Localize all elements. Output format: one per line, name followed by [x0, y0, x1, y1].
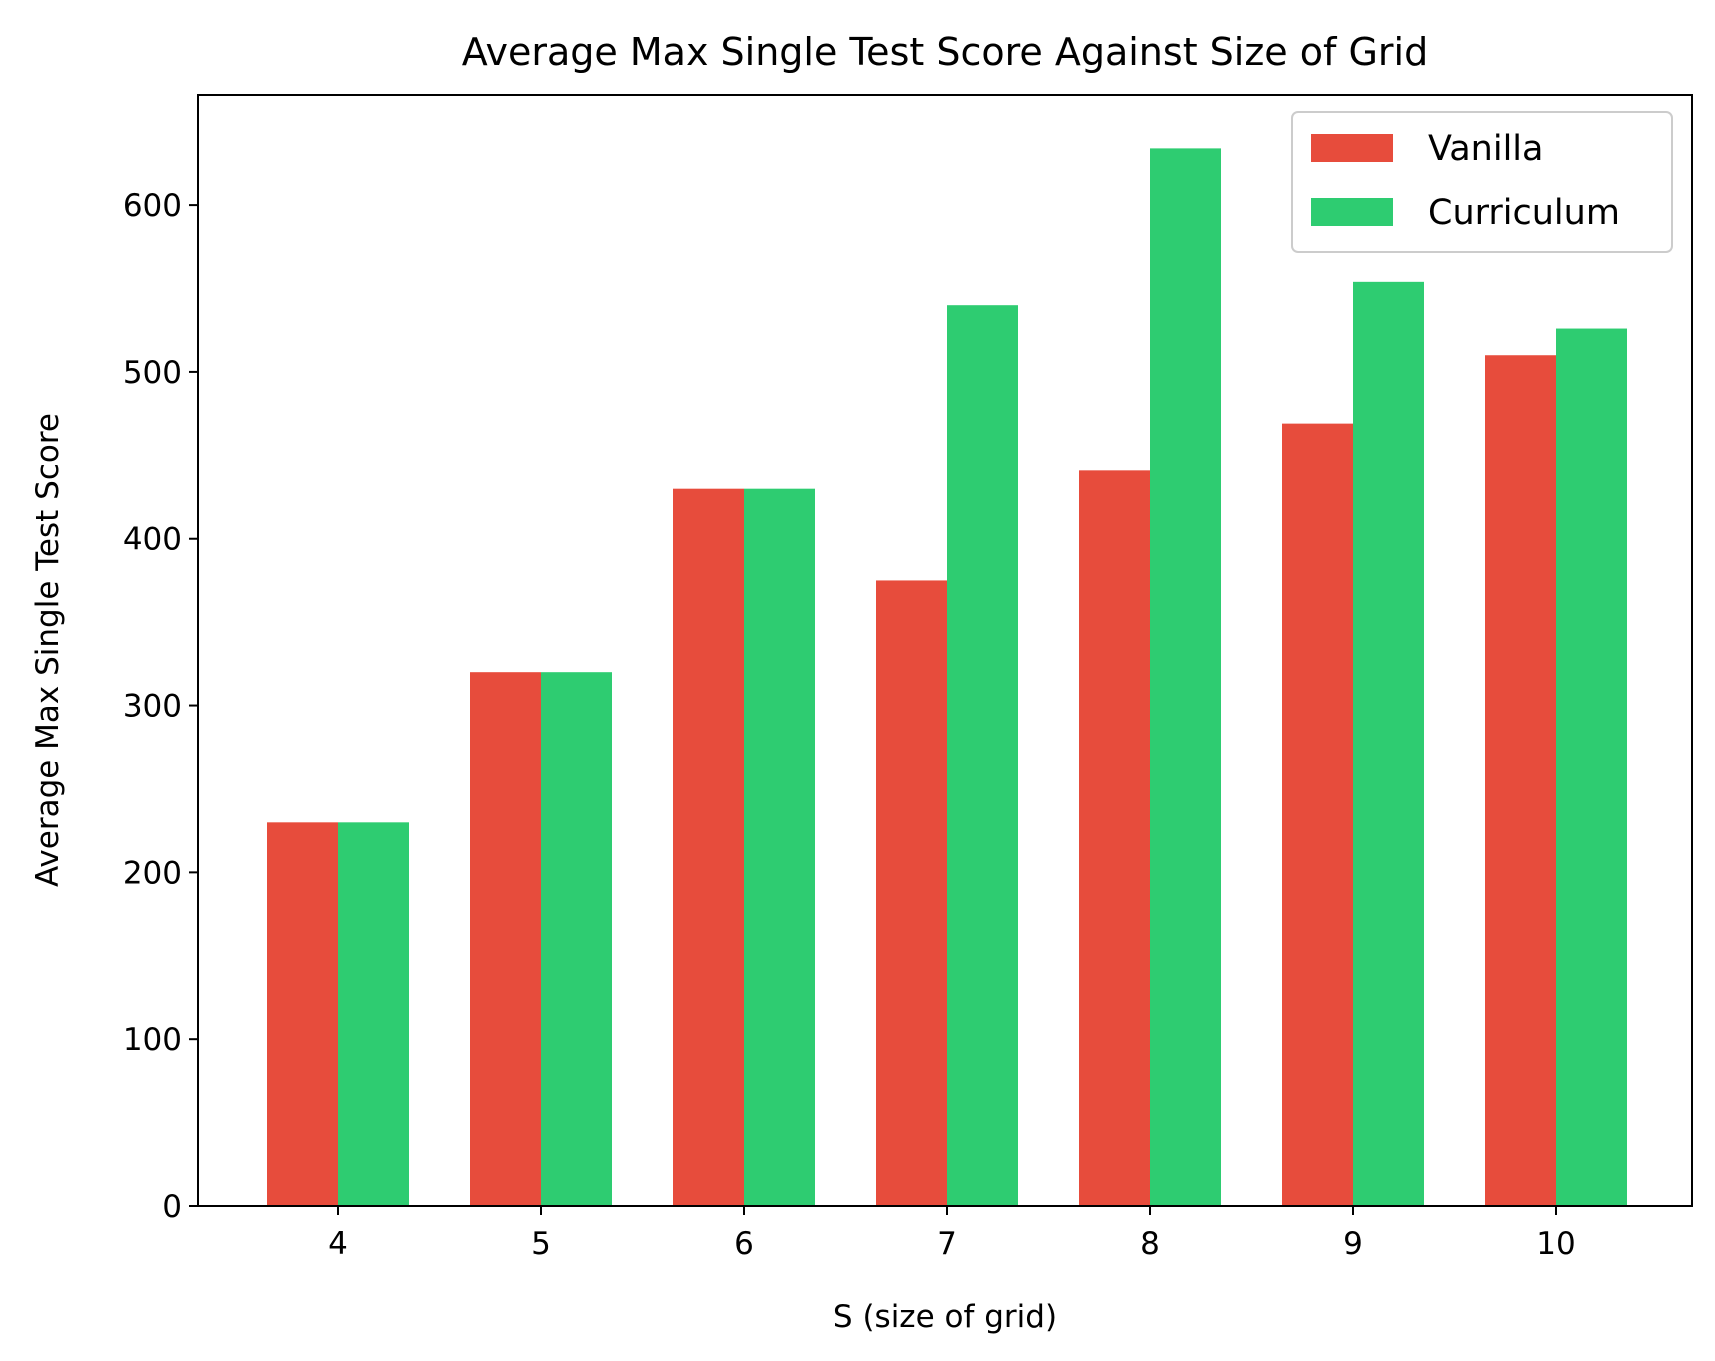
x-tick-label: 8	[1140, 1226, 1160, 1262]
bar-vanilla-8	[1079, 470, 1150, 1206]
legend-label-curriculum: Curriculum	[1428, 193, 1620, 233]
bar-vanilla-6	[673, 488, 744, 1206]
legend-swatch-curriculum	[1311, 198, 1393, 226]
y-tick-label: 0	[162, 1189, 182, 1225]
bar-curriculum-8	[1150, 148, 1221, 1207]
bar-vanilla-5	[470, 672, 541, 1206]
x-tick-label: 10	[1536, 1226, 1575, 1262]
x-tick-label: 5	[531, 1226, 551, 1262]
y-axis-label: Average Max Single Test Score	[30, 413, 66, 887]
bar-curriculum-5	[541, 672, 612, 1206]
y-tick-label: 100	[123, 1022, 182, 1058]
legend: Vanilla Curriculum	[1291, 111, 1673, 253]
bar-vanilla-4	[267, 822, 338, 1206]
bar-vanilla-7	[876, 580, 947, 1206]
x-tick-label: 4	[328, 1226, 348, 1262]
plot-frame	[197, 94, 1693, 1207]
y-ticks: 0 100 200 300 400 500 600	[123, 188, 198, 1225]
y-tick-label: 400	[123, 522, 182, 558]
y-tick-label: 300	[123, 689, 182, 725]
bar-vanilla-10	[1485, 355, 1556, 1206]
y-tick-label: 600	[123, 188, 182, 224]
y-tick-label: 500	[123, 355, 182, 391]
x-tick-label: 7	[937, 1226, 957, 1262]
legend-label-vanilla: Vanilla	[1428, 129, 1543, 169]
x-ticks: 4 5 6 7 8 9 10	[328, 1206, 1576, 1262]
bars-group	[267, 148, 1627, 1207]
x-axis-label: S (size of grid)	[833, 1299, 1057, 1335]
bar-vanilla-9	[1282, 423, 1353, 1206]
bar-curriculum-10	[1556, 328, 1627, 1206]
bar-curriculum-7	[947, 305, 1018, 1206]
bar-curriculum-9	[1353, 281, 1424, 1206]
chart-title: Average Max Single Test Score Against Si…	[462, 30, 1428, 74]
x-tick-label: 9	[1343, 1226, 1363, 1262]
bar-curriculum-6	[744, 488, 815, 1206]
legend-swatch-vanilla	[1311, 134, 1393, 162]
bar-curriculum-4	[338, 822, 409, 1206]
x-tick-label: 6	[734, 1226, 754, 1262]
y-tick-label: 200	[123, 855, 182, 891]
